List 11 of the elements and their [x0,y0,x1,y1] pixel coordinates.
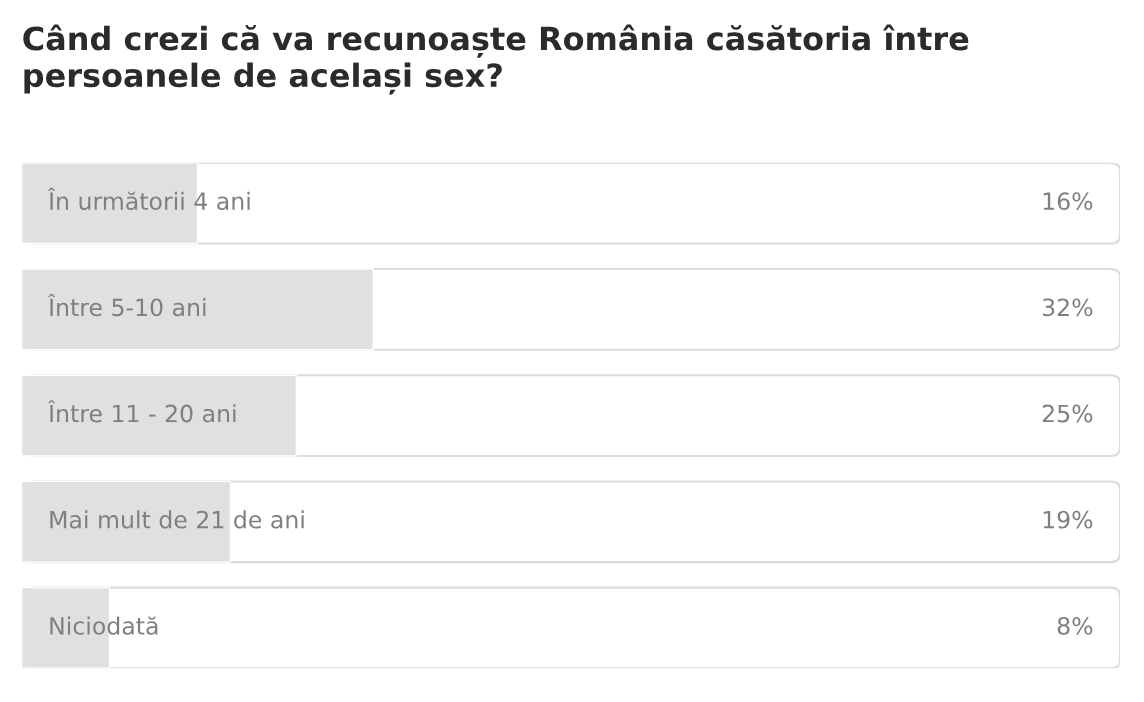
data-label: 25% [1042,404,1093,423]
y-tick-label: Între 11 - 20 ani [48,400,236,423]
data-label: 19% [1043,510,1093,529]
chart-title: Când crezi că va recunoaște România căsătoria între persoanele de același sex? [23,24,969,95]
data-label: 32% [1042,298,1093,317]
y-tick-label: Între 5-10 ani [48,294,206,317]
y-tick-label: Mai mult de 21 de ani [50,510,304,529]
data-label: 16% [1043,192,1093,211]
y-tick-label: În următorii 4 ani [48,187,250,211]
data-label: 8% [1057,616,1093,635]
y-tick-label: Niciodată [50,616,158,635]
